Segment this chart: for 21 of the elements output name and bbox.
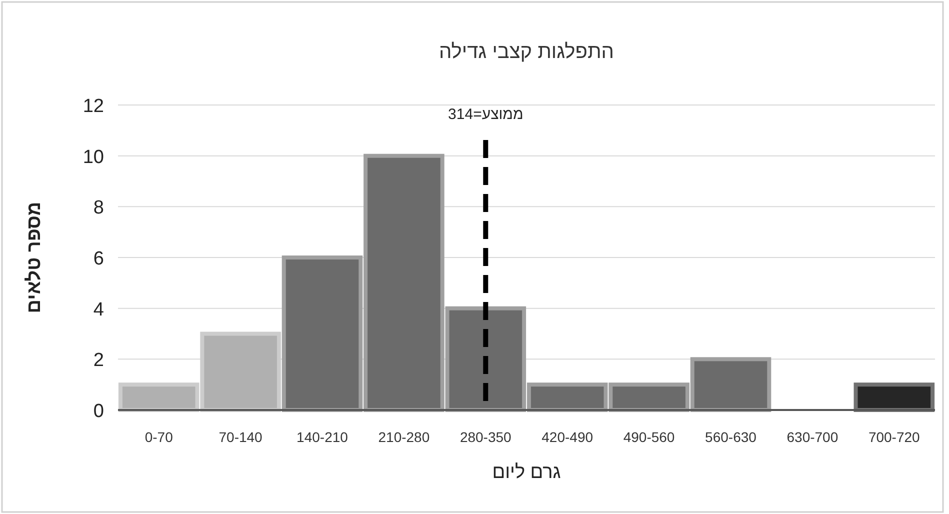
x-tick-label: 140-210 [296, 429, 348, 445]
x-tick-label: 420-490 [542, 429, 594, 445]
x-tick-label: 630-700 [786, 429, 838, 445]
x-tick-label: 210-280 [378, 429, 430, 445]
y-tick-label: 12 [82, 96, 104, 117]
x-tick-label: 0-70 [144, 429, 174, 445]
x-tick-label: 70-140 [218, 429, 263, 445]
y-tick-label: 4 [93, 299, 104, 320]
y-tick-label: 6 [93, 248, 104, 270]
y-tick-label: 2 [93, 350, 104, 372]
x-tick-label: 490-560 [623, 429, 675, 445]
x-tick-label: 560-630 [705, 429, 757, 445]
ref-line-label: ממוצע=314 [448, 106, 524, 123]
y-axis-title: מספר טלאים [24, 202, 45, 314]
x-axis-title: גרם ליום [492, 462, 561, 483]
x-tick-label: 280-350 [460, 429, 512, 445]
y-tick-label: 0 [93, 401, 104, 422]
y-tick-label: 8 [93, 198, 104, 219]
chart-title: התפלגות קצבי גדילה [439, 41, 614, 63]
x-tick-label: 700-720 [868, 429, 920, 445]
y-tick-label: 10 [82, 146, 104, 168]
